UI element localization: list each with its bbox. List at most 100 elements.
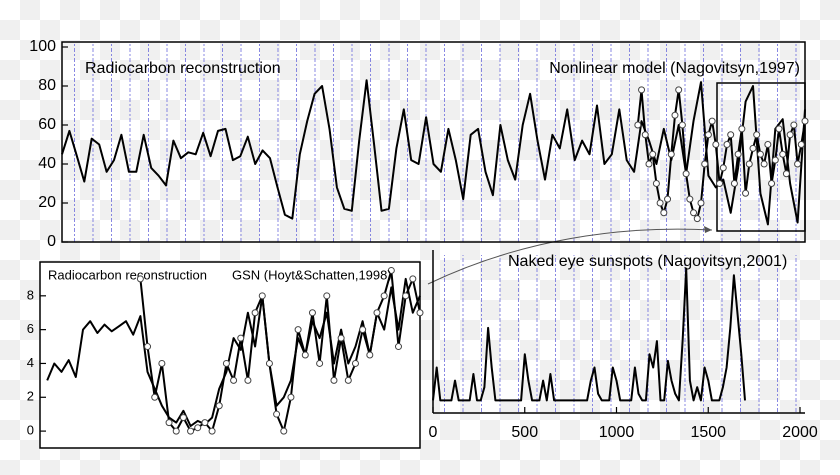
data-point [208,427,216,435]
data-point [344,376,352,384]
series-line [636,88,806,220]
data-point [144,343,152,351]
data-point [179,414,187,422]
data-point [323,292,331,300]
data-point [230,376,238,384]
data-point [237,334,245,342]
data-point [771,156,779,164]
data-point [359,326,367,334]
series-label: GSN (Hoyt&Schatten,1998) [232,267,392,282]
data-point [678,121,686,129]
data-point [682,170,690,178]
data-point [645,160,653,168]
y-tick-label: 8 [27,287,34,302]
data-point [294,326,302,334]
data-point [764,141,772,148]
series-label: Radiocarbon reconstruction [48,267,207,282]
plot-frame [39,261,421,449]
data-point [172,427,180,435]
x-tick-label: 1000 [599,424,635,441]
series-label: Nonlinear model (Nagovitsyn,1997) [549,60,800,77]
data-point [667,150,675,158]
data-point [258,292,266,300]
data-point [287,393,295,401]
data-point [797,141,805,148]
data-point [402,292,410,300]
y-tick-label: 6 [27,321,34,336]
x-tick-label: 0 [429,424,438,441]
data-point [723,141,731,148]
data-point [215,402,223,410]
data-point [380,292,388,300]
data-point [794,160,802,168]
data-point [308,309,316,317]
y-tick-label: 20 [38,194,56,211]
data-point [136,275,144,283]
data-point [652,180,660,187]
data-point [716,180,724,187]
data-point [416,309,424,317]
data-point [634,121,642,129]
data-point [316,359,324,367]
data-point [656,199,664,207]
data-point [760,160,768,168]
series-line [432,267,746,402]
y-tick-label: 100 [29,38,56,55]
data-point [775,125,783,133]
y-tick-label: 4 [27,355,34,370]
data-point [697,199,705,207]
data-point [244,376,252,384]
data-point [351,359,359,367]
data-point [301,351,309,359]
zoom-arrow [427,228,713,285]
data-point [394,343,402,351]
data-point [366,351,374,359]
series-line [139,269,421,433]
data-point [165,419,173,427]
y-tick-label: 80 [38,77,56,94]
data-point [734,150,742,158]
data-point [753,131,761,139]
data-point [701,160,709,168]
data-point [801,117,809,125]
data-point [387,266,395,274]
data-point [675,86,683,94]
data-point [690,209,698,217]
data-point [686,195,694,203]
data-point [745,160,753,168]
data-point [337,334,345,342]
data-point [790,121,798,129]
data-point [187,427,195,435]
data-point [704,131,712,139]
data-point [738,125,746,133]
data-point [727,131,735,139]
plot-frame [61,41,806,243]
y-tick-label: 0 [27,423,34,438]
data-point [222,359,230,367]
x-tick-label: 2000 [782,424,818,441]
data-point [664,195,672,203]
data-point [671,111,679,119]
data-point [693,215,701,223]
data-point [756,150,764,158]
y-tick-label: 2 [27,389,34,404]
data-point [742,189,750,197]
arrow-head [704,226,712,233]
data-point [712,141,720,148]
series-line [61,79,806,226]
data-point [330,376,338,384]
data-point [749,144,757,152]
data-point [719,164,727,172]
series-label: Radiocarbon reconstruction [85,60,281,77]
data-point [649,150,657,158]
data-point [782,170,790,178]
series-label: Naked eye sunspots (Nagovitsyn,2001) [508,253,787,270]
data-point [201,419,209,427]
x-tick-label: 1500 [690,424,726,441]
data-point [730,180,738,187]
data-point [265,359,273,367]
data-point [151,393,159,401]
y-tick-label: 0 [47,233,56,250]
y-tick-label: 40 [38,155,56,172]
